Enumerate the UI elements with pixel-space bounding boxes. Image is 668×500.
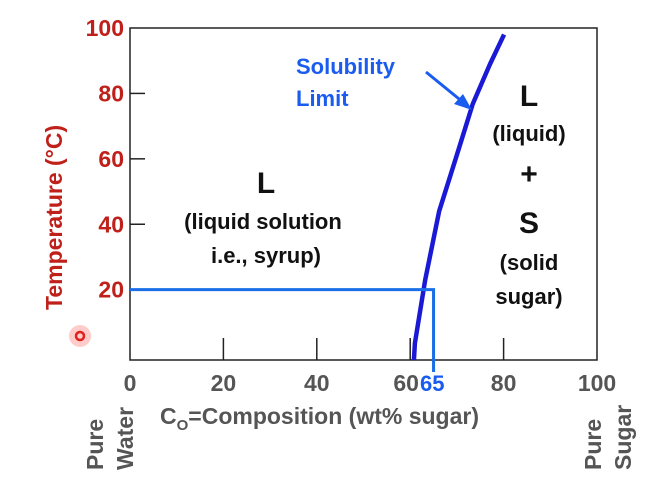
y-tick-label: 60: [98, 146, 124, 172]
composition-guide-line: [130, 288, 436, 372]
right-region-title-1: L: [520, 80, 538, 113]
y-tick-label: 100: [86, 15, 124, 41]
left-region-line-2: i.e., syrup): [211, 243, 321, 268]
solubility-label-2: Limit: [296, 86, 349, 111]
guide-x-label: 65: [420, 371, 444, 396]
x-tick-label: 0: [124, 370, 137, 396]
right-region-title-2: S: [519, 207, 539, 240]
left-region-title: L: [257, 167, 275, 200]
pure-water-label-1: Pure: [82, 419, 108, 470]
plot-frame: [129, 27, 598, 361]
pure-sugar-label-2: Sugar: [610, 405, 636, 470]
y-axis-label: Temperature (°C): [41, 125, 67, 310]
x-axis-label: CO=Composition (wt% sugar): [160, 403, 479, 434]
left-region-line-1: (liquid solution: [184, 209, 342, 234]
right-region-line-1: (liquid): [492, 121, 565, 146]
right-region-line-3: sugar): [495, 284, 562, 309]
y-tick-label: 80: [98, 80, 124, 106]
solubility-label-1: Solubility: [296, 54, 396, 79]
x-tick-label: 40: [304, 370, 330, 396]
x-tick-label: 80: [491, 370, 517, 396]
right-region-line-2: (solid: [500, 250, 559, 275]
x-tick-label: 20: [211, 370, 237, 396]
solubility-curve: [411, 33, 507, 361]
y-tick-label: 40: [98, 211, 124, 237]
x-tick-label: 100: [578, 370, 616, 396]
solubility-arrow: [425, 70, 472, 110]
x-tick-label: 60: [393, 370, 419, 396]
pure-sugar-label-1: Pure: [580, 419, 606, 470]
right-region-plus: +: [520, 158, 538, 191]
pure-water-label-2: Water: [112, 407, 138, 470]
cursor-dot-icon: [69, 325, 91, 347]
y-tick-label: 20: [98, 277, 124, 303]
